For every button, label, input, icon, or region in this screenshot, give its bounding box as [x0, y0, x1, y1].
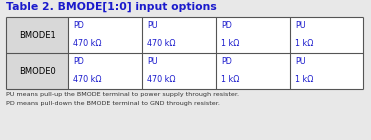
Text: 470 kΩ: 470 kΩ	[73, 74, 102, 83]
Text: PD: PD	[73, 20, 84, 30]
Text: PU: PU	[295, 57, 306, 66]
Text: BMODE1: BMODE1	[19, 31, 55, 39]
Text: PD means pull-down the BMODE terminal to GND through resister.: PD means pull-down the BMODE terminal to…	[6, 101, 220, 106]
Text: 470 kΩ: 470 kΩ	[147, 38, 175, 47]
Text: PD: PD	[221, 20, 232, 30]
Bar	[6, 17, 363, 89]
Text: 1 kΩ: 1 kΩ	[221, 74, 239, 83]
Text: 470 kΩ: 470 kΩ	[147, 74, 175, 83]
Text: PU: PU	[295, 20, 306, 30]
Bar	[6, 53, 68, 89]
Text: PU means pull-up the BMODE terminal to power supply through resister.: PU means pull-up the BMODE terminal to p…	[6, 92, 239, 97]
Text: BMODE0: BMODE0	[19, 66, 55, 75]
Text: 1 kΩ: 1 kΩ	[295, 38, 313, 47]
Text: PU: PU	[147, 57, 158, 66]
Text: PU: PU	[147, 20, 158, 30]
Text: PD: PD	[73, 57, 84, 66]
Text: Table 2. BMODE[1:0] input options: Table 2. BMODE[1:0] input options	[6, 2, 217, 12]
Text: PD: PD	[221, 57, 232, 66]
Text: 470 kΩ: 470 kΩ	[73, 38, 102, 47]
Text: 1 kΩ: 1 kΩ	[221, 38, 239, 47]
Bar	[6, 17, 68, 53]
Text: 1 kΩ: 1 kΩ	[295, 74, 313, 83]
